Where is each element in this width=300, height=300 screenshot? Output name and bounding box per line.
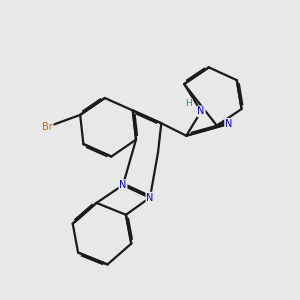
- Text: Br: Br: [42, 122, 53, 132]
- Text: N: N: [225, 119, 232, 129]
- Text: H: H: [185, 99, 192, 108]
- Text: N: N: [146, 193, 154, 202]
- Text: N: N: [119, 180, 127, 190]
- Text: N: N: [197, 106, 205, 116]
